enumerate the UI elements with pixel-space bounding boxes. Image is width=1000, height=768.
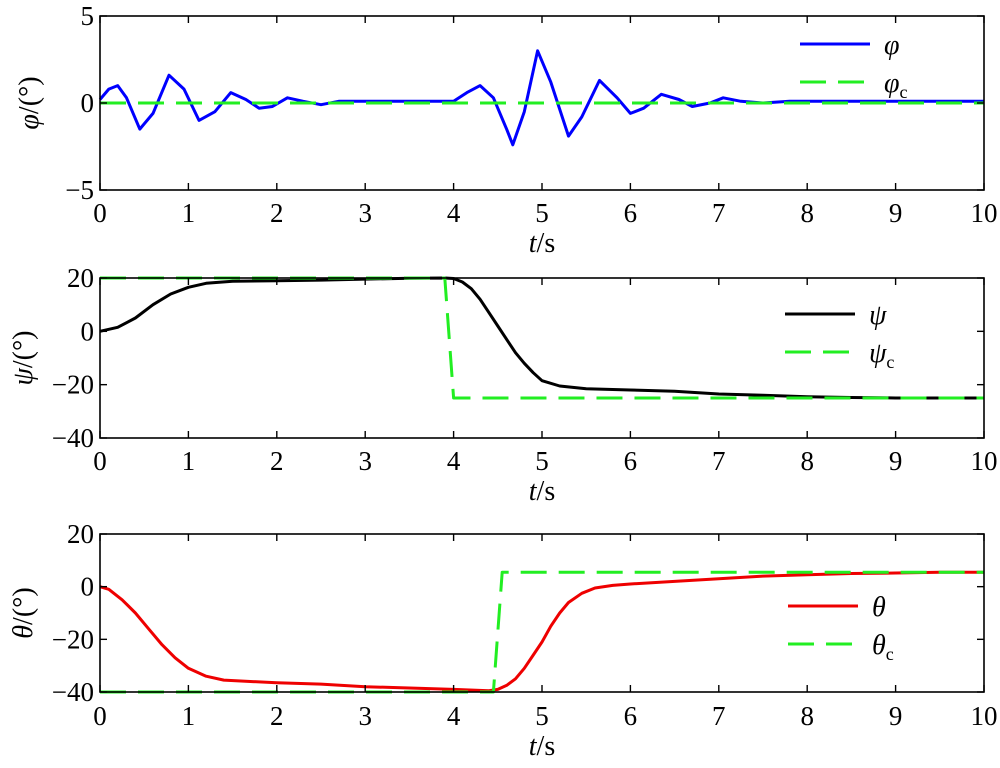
x-tick-label: 4 (447, 446, 461, 476)
legend-subscript: c (900, 82, 908, 102)
legend-label: φ (884, 30, 900, 61)
y-axis-title: θ/(°) (8, 587, 39, 638)
x-tick-label: 10 (971, 701, 998, 731)
x-axis-var: t (529, 476, 538, 507)
legend-label: φc (884, 68, 908, 102)
x-tick-label: 4 (447, 701, 461, 731)
x-tick-label: 2 (270, 701, 284, 731)
x-tick-label: 9 (889, 446, 903, 476)
y-tick-label: −40 (52, 677, 94, 707)
y-axis-unit: /(°) (14, 76, 45, 114)
plot-frame (99, 277, 985, 439)
x-axis-title: t/s (529, 228, 555, 259)
response-series-line (98, 49, 984, 147)
x-axis-var: t (529, 731, 538, 762)
y-axis-var: θ (8, 625, 39, 639)
y-axis-title: ψ/(°) (8, 330, 39, 385)
legend-var: ψ (869, 300, 887, 331)
y-axis-title: φ/(°) (14, 76, 45, 129)
y-axis-unit: /(°) (8, 587, 39, 625)
command-series-line (100, 570, 984, 694)
x-tick-label: 1 (182, 701, 196, 731)
x-axis-unit: /s (537, 731, 556, 762)
x-tick-label: 0 (93, 446, 107, 476)
y-tick-label: −20 (52, 370, 94, 400)
x-tick-label: 6 (624, 701, 638, 731)
x-tick-label: 3 (358, 701, 372, 731)
legend-label: ψ (869, 300, 887, 331)
x-tick-label: 5 (535, 198, 549, 228)
y-tick-label: 0 (81, 572, 95, 602)
x-tick-label: 1 (182, 198, 196, 228)
x-tick-label: 7 (712, 198, 726, 228)
x-axis-var: t (529, 228, 538, 259)
x-tick-label: 3 (358, 446, 372, 476)
x-tick-label: 8 (800, 198, 814, 228)
x-tick-label: 0 (93, 198, 107, 228)
x-tick-label: 10 (971, 198, 998, 228)
y-tick-label: −5 (65, 175, 94, 205)
x-tick-label: 10 (971, 446, 998, 476)
x-tick-label: 2 (270, 198, 284, 228)
x-tick-label: 8 (800, 701, 814, 731)
x-tick-label: 0 (93, 701, 107, 731)
x-axis-title: t/s (529, 476, 555, 507)
y-tick-label: 5 (81, 1, 95, 31)
x-tick-label: 4 (447, 198, 461, 228)
x-tick-label: 7 (712, 446, 726, 476)
y-tick-label: −40 (52, 423, 94, 453)
x-tick-label: 3 (358, 198, 372, 228)
x-tick-label: 1 (182, 446, 196, 476)
x-axis-title: t/s (529, 731, 555, 762)
legend-var: ψ (869, 338, 887, 369)
x-tick-label: 2 (270, 446, 284, 476)
x-tick-label: 9 (889, 701, 903, 731)
x-tick-label: 6 (624, 446, 638, 476)
plot-frame (99, 533, 985, 693)
response-series-line (99, 276, 984, 400)
x-tick-label: 9 (889, 198, 903, 228)
legend-var: θ (872, 630, 886, 661)
x-tick-label: 5 (535, 446, 549, 476)
y-tick-label: 0 (81, 88, 95, 118)
y-axis-var: ψ (8, 368, 39, 386)
legend-label: θ (872, 592, 886, 623)
x-tick-label: 8 (800, 446, 814, 476)
legend-label: θc (872, 630, 894, 664)
x-tick-label: 5 (535, 701, 549, 731)
y-tick-label: −20 (52, 624, 94, 654)
x-axis-unit: /s (537, 476, 556, 507)
y-axis-unit: /(°) (8, 330, 39, 368)
y-tick-label: 20 (67, 519, 94, 549)
legend-subscript: c (886, 352, 894, 372)
x-tick-label: 6 (624, 198, 638, 228)
legend-var: φ (884, 68, 900, 99)
response-series-line (99, 570, 984, 693)
x-axis-unit: /s (537, 228, 556, 259)
legend-var: θ (872, 592, 886, 623)
y-tick-label: 0 (81, 316, 95, 346)
legend-label: ψc (869, 338, 894, 372)
y-tick-label: 20 (67, 263, 94, 293)
x-tick-label: 7 (712, 701, 726, 731)
legend-var: φ (884, 30, 900, 61)
legend-subscript: c (886, 644, 894, 664)
y-axis-var: φ (14, 114, 45, 130)
